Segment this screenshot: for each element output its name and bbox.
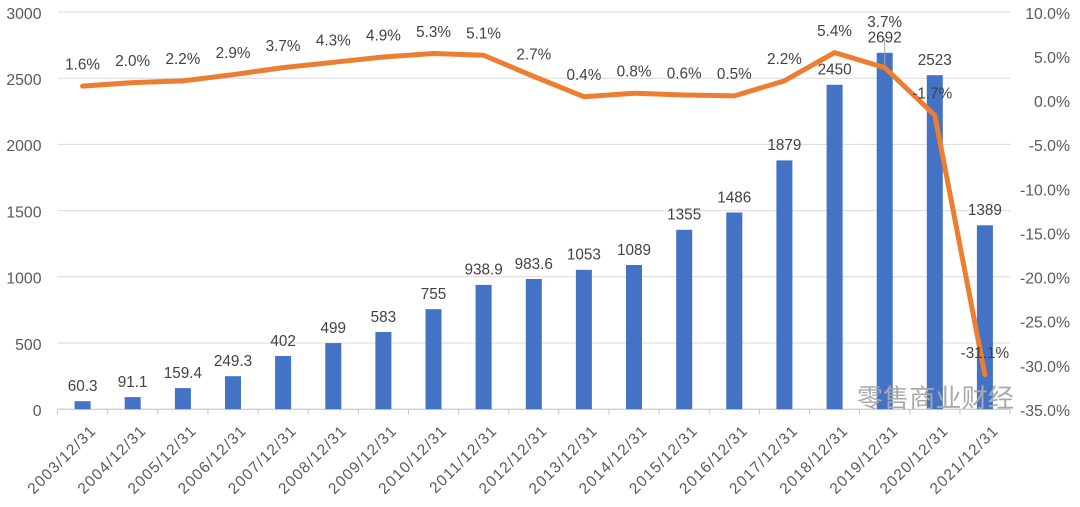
svg-text:2000: 2000	[6, 138, 41, 155]
svg-text:159.4: 159.4	[164, 365, 203, 382]
svg-text:91.1: 91.1	[118, 374, 148, 391]
svg-text:0: 0	[33, 403, 42, 420]
svg-text:0.4%: 0.4%	[566, 67, 601, 84]
svg-text:2523: 2523	[918, 52, 952, 69]
svg-text:-15.0%: -15.0%	[1020, 227, 1070, 244]
svg-text:-5.0%: -5.0%	[1029, 138, 1070, 155]
svg-text:499: 499	[321, 320, 347, 337]
svg-text:3.7%: 3.7%	[867, 14, 902, 31]
svg-text:60.3: 60.3	[68, 378, 98, 395]
svg-text:983.6: 983.6	[515, 256, 553, 273]
svg-text:5.3%: 5.3%	[416, 24, 451, 41]
svg-text:-31.1%: -31.1%	[961, 345, 1010, 362]
svg-text:-20.0%: -20.0%	[1020, 271, 1070, 288]
svg-text:10.0%: 10.0%	[1025, 6, 1070, 23]
svg-text:2450: 2450	[818, 62, 852, 79]
svg-text:0.8%: 0.8%	[617, 64, 652, 81]
svg-text:1486: 1486	[717, 189, 751, 206]
svg-text:-1.7%: -1.7%	[912, 86, 952, 103]
svg-text:4.3%: 4.3%	[316, 33, 351, 50]
svg-text:402: 402	[270, 333, 296, 350]
svg-text:1.6%: 1.6%	[65, 56, 100, 73]
svg-text:1389: 1389	[968, 202, 1002, 219]
svg-text:2.7%: 2.7%	[516, 47, 551, 64]
svg-text:-10.0%: -10.0%	[1020, 182, 1070, 199]
svg-text:5.0%: 5.0%	[1034, 50, 1070, 67]
svg-text:1000: 1000	[6, 271, 41, 288]
svg-text:500: 500	[15, 337, 42, 354]
svg-text:1879: 1879	[767, 137, 801, 154]
svg-text:1500: 1500	[6, 204, 41, 221]
svg-text:583: 583	[371, 309, 397, 326]
svg-text:2.9%: 2.9%	[216, 45, 251, 62]
svg-text:4.9%: 4.9%	[366, 27, 401, 44]
svg-text:-25.0%: -25.0%	[1020, 315, 1070, 332]
svg-text:2.2%: 2.2%	[165, 51, 200, 68]
svg-text:2500: 2500	[6, 72, 41, 89]
svg-text:-35.0%: -35.0%	[1020, 403, 1070, 420]
svg-text:0.6%: 0.6%	[667, 65, 702, 82]
svg-text:1053: 1053	[567, 247, 601, 264]
svg-text:938.9: 938.9	[464, 262, 502, 279]
svg-text:2692: 2692	[868, 30, 902, 47]
svg-text:0.5%: 0.5%	[717, 66, 752, 83]
svg-text:5.1%: 5.1%	[466, 26, 501, 43]
svg-text:0.0%: 0.0%	[1034, 94, 1070, 111]
svg-text:5.4%: 5.4%	[817, 23, 852, 40]
svg-text:2.0%: 2.0%	[115, 53, 150, 70]
svg-text:2.2%: 2.2%	[767, 51, 802, 68]
svg-text:249.3: 249.3	[214, 353, 252, 370]
svg-text:1355: 1355	[667, 207, 701, 224]
svg-text:3000: 3000	[6, 6, 41, 23]
svg-text:-30.0%: -30.0%	[1020, 359, 1070, 376]
svg-text:3.7%: 3.7%	[266, 38, 301, 55]
svg-text:1089: 1089	[617, 242, 651, 259]
svg-text:755: 755	[421, 286, 447, 303]
